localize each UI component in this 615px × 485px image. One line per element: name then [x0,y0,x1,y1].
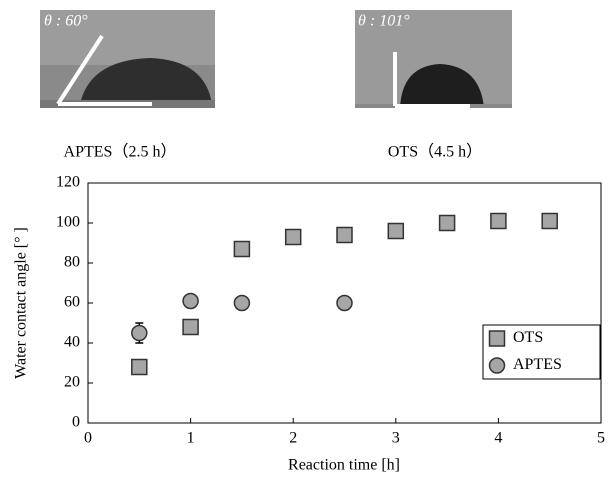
data-point [284,228,302,246]
photo-label: θ : 101° [358,13,410,30]
y-axis-label: Water contact angle [° ] [13,227,30,379]
data-point [233,240,251,258]
data-point [131,358,148,376]
data-point [233,294,251,312]
data-point [182,292,199,310]
y-tick-label: 40 [64,334,80,351]
data-point [182,318,199,336]
photo-label: θ : 60° [44,13,88,30]
y-tick-label: 120 [56,174,80,191]
y-tick-label: 60 [64,294,80,311]
data-point [490,212,507,230]
legend-label: APTES [513,356,562,373]
x-tick-label: 3 [392,430,400,447]
data-point [336,226,353,244]
data-point [387,222,405,240]
photo-aptes [40,10,215,108]
photo-caption: OTS（4.5 h） [388,143,482,161]
y-tick-label: 100 [56,214,80,231]
legend-marker [488,357,506,374]
y-tick-label: 20 [64,374,80,391]
data-point [541,212,558,230]
x-tick-label: 5 [597,430,605,447]
x-tick-label: 1 [187,430,195,447]
legend-label: OTS [513,329,543,346]
y-tick-label: 0 [72,414,80,431]
photo-caption: APTES（2.5 h） [64,143,177,161]
x-tick-label: 2 [289,430,297,447]
photo-ots [355,10,512,108]
y-tick-label: 80 [64,254,80,271]
data-point [336,294,353,312]
x-tick-label: 0 [84,430,92,447]
x-tick-label: 4 [494,430,502,447]
x-axis-label: Reaction time [h] [288,457,400,474]
data-point [438,214,456,232]
legend-marker [488,330,506,347]
data-point [131,324,148,342]
